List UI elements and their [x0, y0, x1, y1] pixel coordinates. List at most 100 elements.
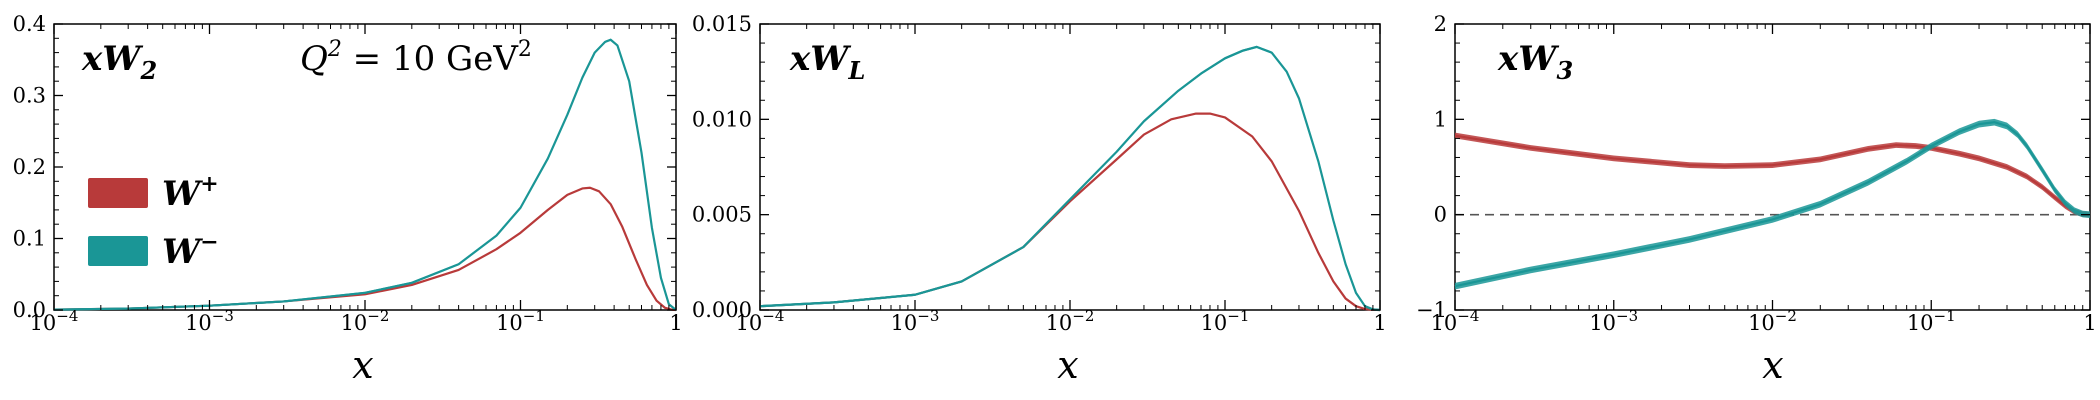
series-line-w-minus: [759, 45, 1381, 312]
x-tick-exponent: −1: [1934, 307, 1956, 325]
x-tick-exponent: −4: [1457, 307, 1479, 325]
x-tick-base: 10: [30, 311, 57, 335]
x-tick-exponent: −2: [367, 307, 389, 325]
x-tick-base: 10: [1201, 311, 1228, 335]
annotation-q: Q: [300, 39, 328, 79]
panel-title-subscript: 3: [1556, 56, 1573, 85]
y-tick-label: 2: [1434, 12, 1447, 36]
x-tick-base: 10: [341, 311, 368, 335]
y-tick-label: 0.015: [692, 12, 752, 36]
axis-ticks: 0.00.10.20.30.410−4 10−3 10−2 10−1 1: [13, 12, 683, 335]
series-band-w-minus: [760, 45, 1380, 312]
q-squared-annotation: Q2 = 10 GeV2: [300, 37, 532, 79]
x-tick-label: 10−1: [1907, 307, 1956, 335]
series-line-w-minus: [1454, 121, 2091, 288]
y-tick-label: 1: [1434, 107, 1447, 131]
legend: W+ W−: [88, 171, 219, 272]
x-tick-label: 1: [1373, 311, 1386, 335]
x-tick-label: 10−3: [891, 307, 940, 335]
panel-title-xWL: xWL: [789, 39, 865, 85]
x-tick-label: 10−1: [496, 307, 545, 335]
series-band-w-plus: [760, 112, 1380, 311]
series-line-w-minus: [53, 38, 677, 311]
y-tick-label: 0.3: [13, 84, 46, 108]
x-tick-exponent: −1: [523, 307, 545, 325]
x-tick-exponent: −2: [1775, 307, 1797, 325]
x-tick-base: 10: [1748, 311, 1775, 335]
x-tick-exponent: −4: [56, 307, 78, 325]
x-tick-exponent: −3: [212, 307, 234, 325]
annotation-q-exponent: 2: [327, 37, 342, 62]
panel-title-xW2: xW2: [81, 39, 157, 85]
series-line-w-plus: [759, 112, 1381, 312]
y-tick-label: −1: [1416, 298, 1447, 322]
x-tick-base: 1: [1373, 311, 1386, 335]
x-tick-label: 10−2: [1046, 307, 1095, 335]
plot-area: [1454, 118, 2091, 290]
legend-swatch-w-minus: [88, 236, 148, 266]
x-tick-base: 10: [1046, 311, 1073, 335]
x-tick-exponent: −3: [917, 307, 939, 325]
annotation-unit-exponent: 2: [518, 37, 532, 62]
panel-title-subscript: L: [847, 56, 865, 85]
x-tick-label: 10−3: [1589, 307, 1638, 335]
x-tick-exponent: −1: [1227, 307, 1249, 325]
legend-label-base: W: [162, 174, 203, 214]
x-tick-label: 10−1: [1201, 307, 1250, 335]
y-tick-label: 0.4: [13, 12, 46, 36]
x-tick-exponent: −2: [1072, 307, 1094, 325]
panel-title-prefix: xW: [789, 39, 851, 79]
x-tick-base: 10: [1431, 311, 1458, 335]
y-tick-label: 0.0: [13, 298, 46, 322]
series-band-w-plus: [1455, 132, 2090, 218]
legend-label-w-minus: W−: [162, 229, 219, 272]
x-tick-base: 1: [669, 311, 682, 335]
x-tick-label: 1: [669, 311, 682, 335]
panel-xW2: 0.00.10.20.30.410−4 10−3 10−2 10−1 1 xW2 Q2 …: [13, 12, 683, 387]
x-tick-label: 10−3: [185, 307, 234, 335]
series-band-w-minus: [1455, 118, 2090, 290]
y-tick-label: 0.1: [13, 227, 46, 251]
legend-label-sup: +: [200, 171, 218, 197]
x-tick-base: 10: [185, 311, 212, 335]
legend-swatch-w-plus: [88, 178, 148, 208]
x-tick-label: 10−2: [1748, 307, 1797, 335]
y-tick-label: 0.000: [692, 298, 752, 322]
x-tick-exponent: −4: [762, 307, 784, 325]
x-tick-base: 10: [1907, 311, 1934, 335]
x-axis-label: x: [1762, 343, 1783, 387]
x-tick-label: 10−2: [341, 307, 390, 335]
x-tick-base: 10: [496, 311, 523, 335]
plot-area: [759, 45, 1381, 312]
y-tick-label: 0.2: [13, 155, 46, 179]
x-tick-exponent: −3: [1616, 307, 1638, 325]
x-tick-label: 10−4: [736, 307, 785, 335]
x-axis-label: x: [1057, 343, 1078, 387]
panel-title-subscript: 2: [139, 56, 157, 85]
legend-label-base: W: [162, 232, 203, 272]
y-tick-label: 0.010: [692, 107, 752, 131]
series-line-w-plus: [1454, 134, 2091, 216]
x-tick-label: 1: [2083, 311, 2096, 335]
panel-title-prefix: xW: [1497, 39, 1559, 79]
x-axis-label: x: [352, 343, 373, 387]
x-tick-base: 10: [1589, 311, 1616, 335]
y-tick-label: 0.005: [692, 203, 752, 227]
x-tick-base: 1: [2083, 311, 2096, 335]
plot-area: [53, 38, 677, 312]
panel-title-prefix: xW: [81, 39, 143, 79]
x-tick-base: 10: [736, 311, 763, 335]
x-tick-base: 10: [891, 311, 918, 335]
x-tick-label: 10−4: [1431, 307, 1480, 335]
legend-label-sup: −: [200, 229, 218, 255]
annotation-value: = 10 GeV: [342, 39, 519, 79]
legend-label-w-plus: W+: [162, 171, 219, 214]
panel-title-xW3: xW3: [1497, 39, 1573, 85]
x-tick-label: 10−4: [30, 307, 79, 335]
y-tick-label: 0: [1434, 203, 1447, 227]
